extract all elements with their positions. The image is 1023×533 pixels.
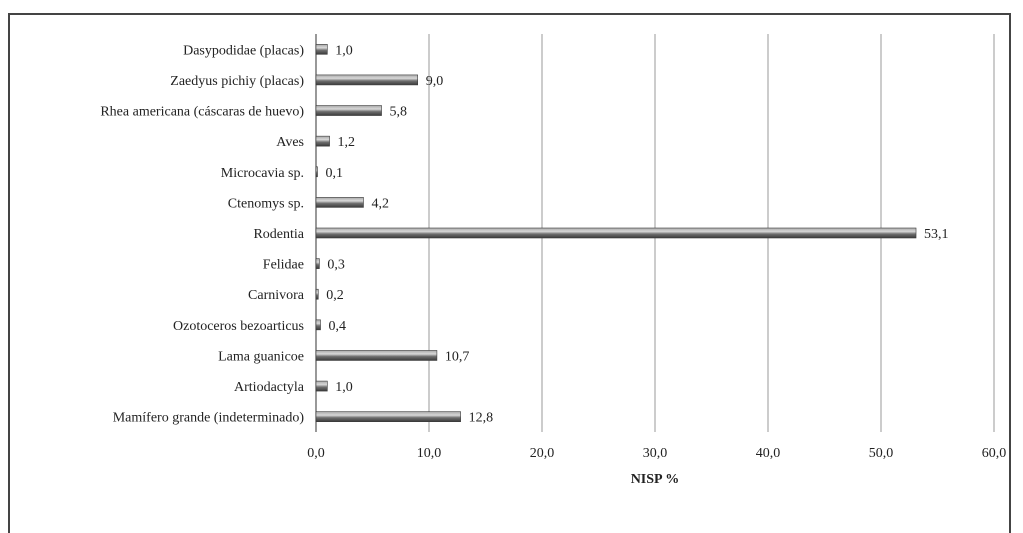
data-label: 4,2 [371,196,389,211]
bars [315,44,917,422]
data-label: 5,8 [390,105,408,120]
data-label: 0,4 [329,319,347,334]
category-label: Felidae [263,258,304,273]
bar [315,227,917,239]
bar [315,288,319,300]
category-label: Lama guanicoe [218,349,304,364]
x-tick-label: 60,0 [982,446,1007,461]
bar [315,411,461,422]
bar [315,135,330,147]
category-label: Microcavia sp. [221,166,304,181]
bar [315,44,328,55]
data-label: 9,0 [426,74,444,89]
category-label: Rhea americana (cáscaras de huevo) [100,105,304,120]
data-label: 0,1 [326,166,344,181]
category-label: Artiodactyla [234,380,305,395]
data-label: 1,0 [335,380,353,395]
category-labels: Dasypodidae (placas) Zaedyus pichiy (plac… [100,43,304,425]
category-label: Carnivora [248,288,305,303]
bar-chart: Dasypodidae (placas) Zaedyus pichiy (plac… [100,34,1006,487]
x-tick-label: 50,0 [869,446,894,461]
data-labels: 1,0 9,0 5,8 1,2 0,1 4,2 53,1 0,3 0,2 0,4 10,7 1,0 12… [326,43,949,425]
data-label: 0,2 [326,288,344,303]
bar [315,258,320,269]
x-tick-label: 20,0 [530,446,555,461]
bar [315,380,328,392]
bar [315,197,364,208]
bar [315,74,418,86]
category-label: Mamífero grande (indeterminado) [113,411,305,426]
x-tick-label: 40,0 [756,446,781,461]
bar [315,105,382,116]
data-label: 1,0 [335,43,353,58]
category-label: Rodentia [253,227,304,242]
category-label: Zaedyus pichiy (placas) [170,74,304,89]
x-tick-labels: 0,0 10,0 20,0 30,0 40,0 50,0 60,0 [307,446,1006,461]
data-label: 1,2 [338,135,356,150]
data-label: 10,7 [445,349,470,364]
bar [315,319,321,331]
category-label: Aves [276,135,304,150]
bar [315,350,438,361]
x-tick-label: 10,0 [417,446,442,461]
chart-frame [8,13,1011,533]
bar [315,166,318,178]
x-tick-label: 0,0 [307,446,325,461]
category-label: Ozotoceros bezoarticus [173,319,304,334]
category-label: Dasypodidae (placas) [183,43,304,58]
data-label: 53,1 [924,227,949,242]
data-label: 0,3 [327,258,345,273]
data-label: 12,8 [469,411,494,426]
x-axis-title: NISP % [631,472,680,487]
category-label: Ctenomys sp. [228,196,304,211]
x-tick-label: 30,0 [643,446,668,461]
